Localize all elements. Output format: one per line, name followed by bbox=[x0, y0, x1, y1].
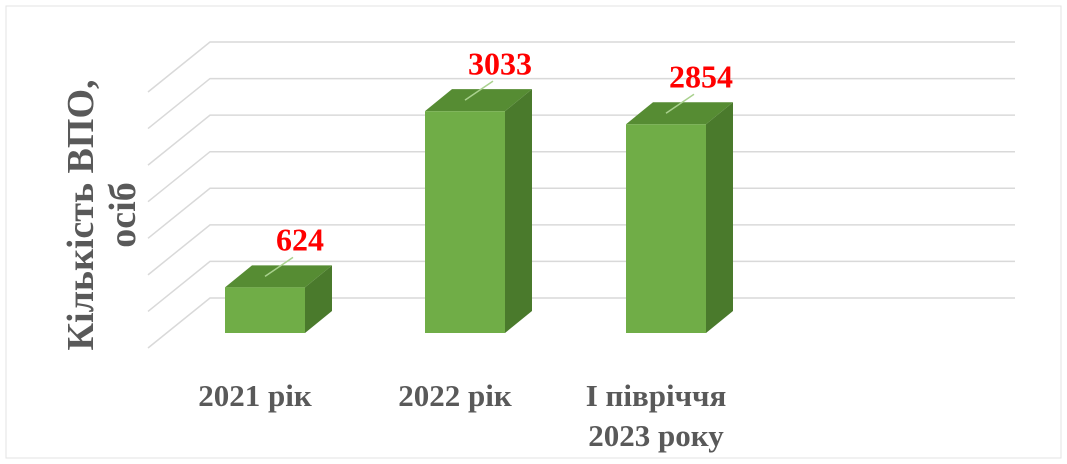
grid-line bbox=[147, 260, 1015, 313]
y-axis-label: Кількість ВПО, осіб bbox=[60, 79, 144, 351]
bar-side bbox=[305, 265, 332, 333]
leader-line bbox=[464, 80, 494, 101]
bar bbox=[425, 111, 505, 333]
grid-line bbox=[147, 297, 1015, 349]
grid-line bbox=[147, 150, 1015, 203]
value-label: 2854 bbox=[669, 59, 733, 95]
grid-line bbox=[147, 224, 1015, 276]
grid-line bbox=[147, 187, 1015, 239]
x-tick-label: І півріччя 2023 року bbox=[585, 378, 727, 453]
x-tick-label: 2021 рік bbox=[198, 378, 312, 413]
grid-line bbox=[147, 77, 1015, 130]
value-label: 624 bbox=[276, 222, 324, 258]
bar-side bbox=[706, 102, 733, 334]
grid-line bbox=[147, 41, 1015, 93]
bar-top bbox=[425, 89, 532, 112]
bar-top bbox=[225, 265, 332, 288]
frame bbox=[5, 5, 1062, 459]
leader-line bbox=[665, 93, 695, 114]
leader-line bbox=[264, 256, 294, 277]
bar bbox=[626, 124, 706, 334]
value-label: 3033 bbox=[468, 46, 532, 82]
grid-line bbox=[147, 114, 1015, 166]
x-tick-label: 2022 рік bbox=[398, 378, 512, 413]
bar bbox=[225, 287, 305, 333]
bar-side bbox=[505, 89, 532, 333]
bar-top bbox=[626, 102, 733, 125]
